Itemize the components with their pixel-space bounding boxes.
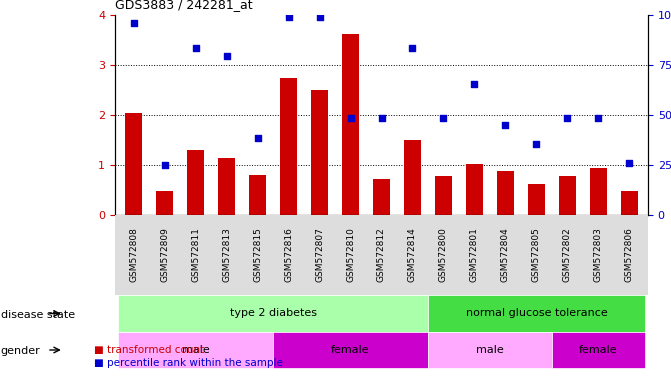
Text: ■ transformed count: ■ transformed count — [94, 345, 204, 355]
Bar — [497, 171, 514, 215]
Text: GSM572801: GSM572801 — [470, 228, 479, 283]
Text: GSM572805: GSM572805 — [532, 228, 541, 283]
Point — [624, 159, 635, 166]
Text: type 2 diabetes: type 2 diabetes — [229, 308, 317, 318]
Text: gender: gender — [1, 346, 40, 356]
Text: GSM572806: GSM572806 — [625, 228, 634, 283]
Text: ■ percentile rank within the sample: ■ percentile rank within the sample — [94, 358, 282, 368]
Point — [593, 114, 604, 121]
Bar — [435, 176, 452, 215]
Point — [314, 13, 325, 20]
Bar — [559, 176, 576, 215]
Text: GSM572808: GSM572808 — [129, 228, 138, 283]
Text: GSM572809: GSM572809 — [160, 228, 169, 283]
Text: male: male — [476, 345, 504, 355]
Bar — [125, 113, 142, 215]
Point — [562, 114, 573, 121]
Point — [252, 134, 263, 141]
Text: GSM572811: GSM572811 — [191, 228, 200, 283]
Text: GDS3883 / 242281_at: GDS3883 / 242281_at — [115, 0, 252, 11]
Text: female: female — [331, 345, 370, 355]
Text: GSM572803: GSM572803 — [594, 228, 603, 283]
Point — [283, 13, 294, 20]
Point — [438, 114, 449, 121]
Point — [221, 53, 232, 59]
Text: GSM572814: GSM572814 — [408, 228, 417, 282]
Text: GSM572812: GSM572812 — [377, 228, 386, 282]
Bar — [466, 164, 483, 215]
Point — [159, 162, 170, 168]
Bar — [187, 150, 204, 215]
Text: GSM572807: GSM572807 — [315, 228, 324, 283]
Point — [376, 114, 387, 121]
Bar — [373, 179, 390, 215]
Text: GSM572813: GSM572813 — [222, 228, 231, 283]
Point — [500, 122, 511, 128]
Bar — [280, 78, 297, 215]
Bar — [404, 140, 421, 215]
Bar — [528, 184, 545, 215]
Text: female: female — [579, 345, 618, 355]
Text: disease state: disease state — [1, 310, 74, 319]
Text: GSM572810: GSM572810 — [346, 228, 355, 283]
Point — [531, 141, 541, 147]
Text: normal glucose tolerance: normal glucose tolerance — [466, 308, 607, 318]
Text: GSM572800: GSM572800 — [439, 228, 448, 283]
Point — [469, 81, 480, 87]
Bar — [249, 175, 266, 215]
Bar — [156, 191, 173, 215]
Text: GSM572804: GSM572804 — [501, 228, 510, 282]
Point — [128, 20, 139, 26]
Bar — [311, 90, 328, 215]
Bar — [342, 34, 359, 215]
Point — [190, 45, 201, 51]
Point — [407, 45, 418, 51]
Bar — [590, 167, 607, 215]
Bar — [218, 157, 235, 215]
Text: GSM572816: GSM572816 — [284, 228, 293, 283]
Text: GSM572815: GSM572815 — [253, 228, 262, 283]
Text: GSM572802: GSM572802 — [563, 228, 572, 282]
Bar — [621, 191, 638, 215]
Text: male: male — [182, 345, 209, 355]
Point — [345, 114, 356, 121]
